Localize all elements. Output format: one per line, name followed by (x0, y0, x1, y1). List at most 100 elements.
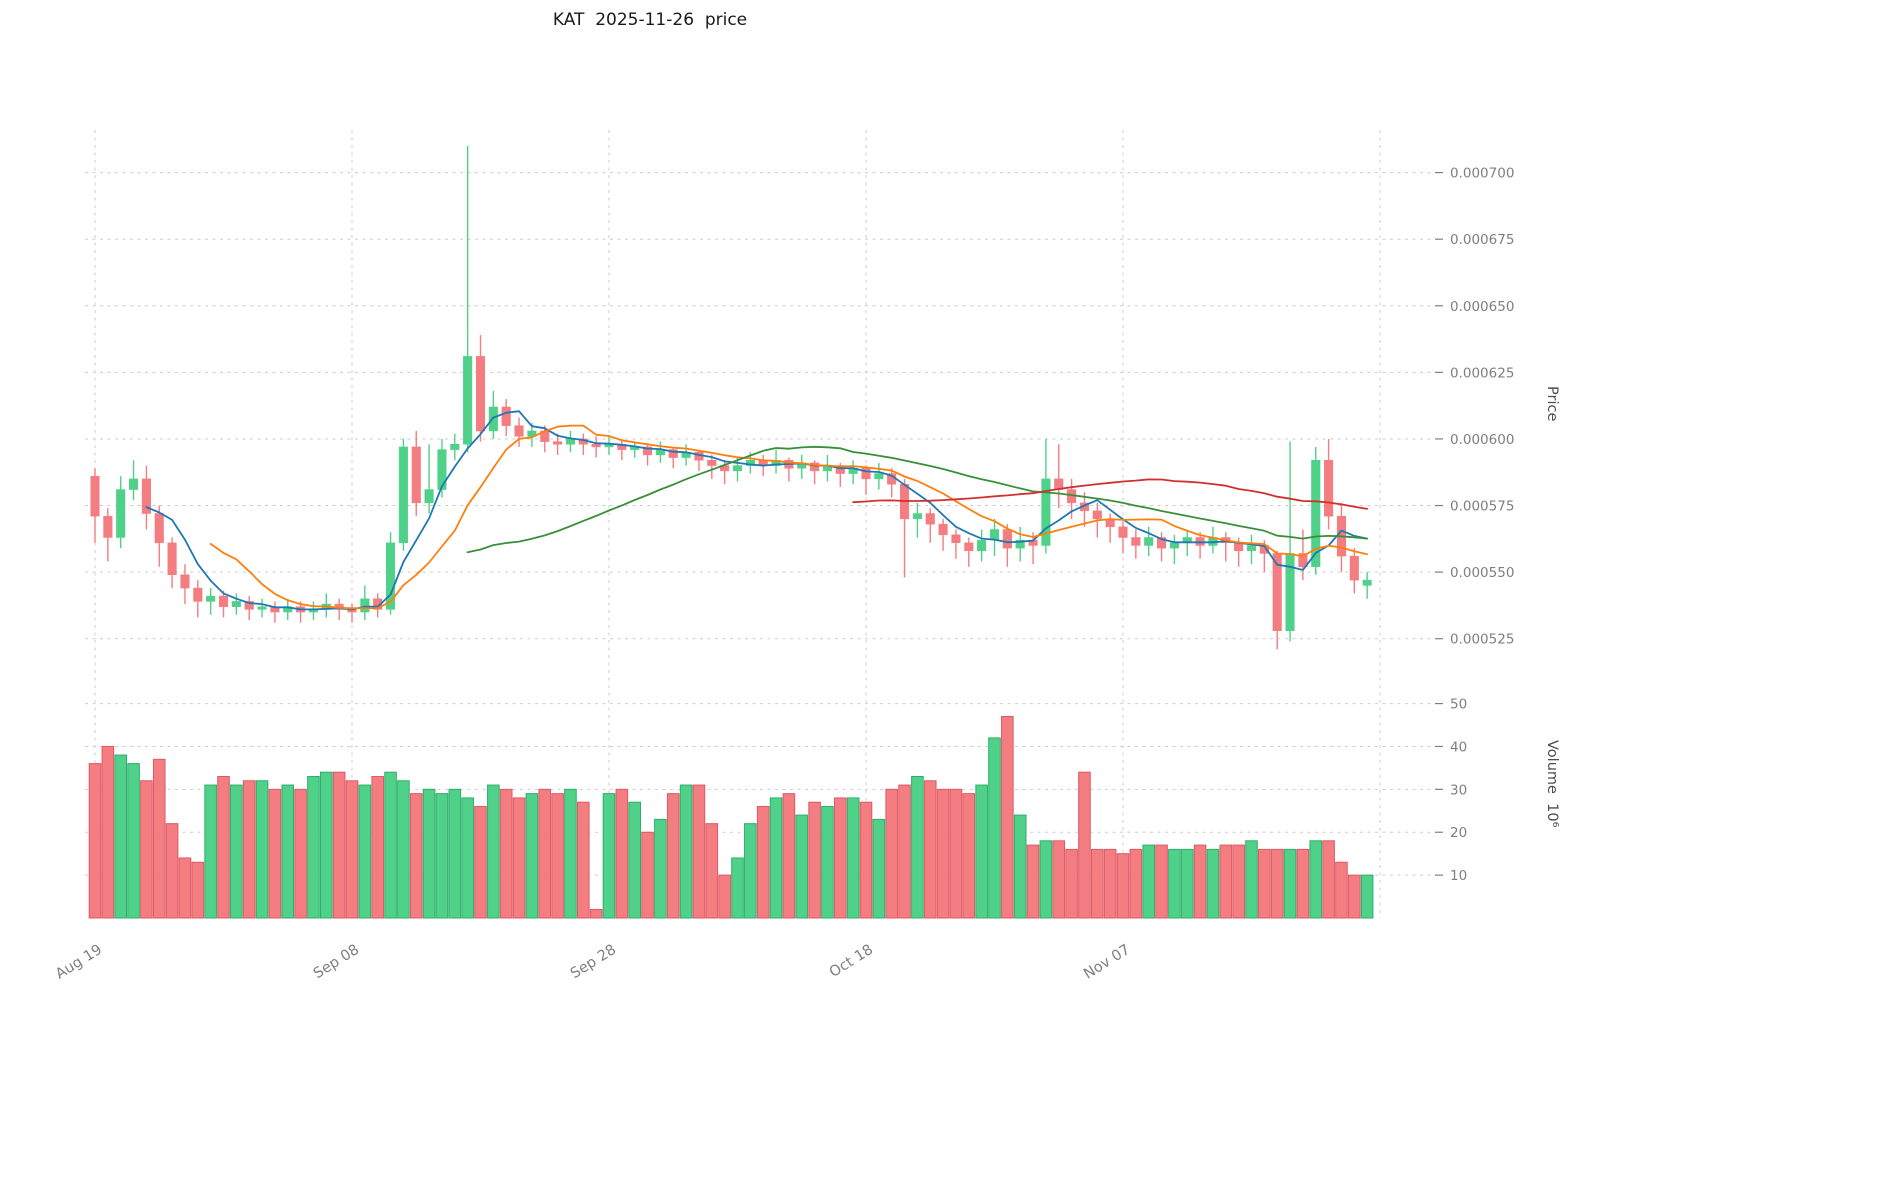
volume-bar (448, 788, 462, 919)
volume-bar (487, 784, 500, 919)
volume-bar (744, 823, 757, 919)
volume-bar (1129, 848, 1143, 919)
volume-bar (615, 788, 629, 919)
x-tick-label: Oct 18 (827, 942, 876, 981)
ma-line-SMA10 (209, 424, 1368, 610)
candle-body (925, 513, 935, 525)
candle-body (668, 449, 678, 458)
candle-body (360, 598, 370, 613)
volume-bar (165, 823, 179, 919)
volume-bar (756, 806, 770, 919)
candle-body (231, 601, 241, 607)
candle-body (1311, 460, 1321, 568)
volume-bar (1270, 848, 1284, 919)
volume-bar (294, 788, 307, 919)
candle-body (1118, 526, 1128, 538)
candle-body (1285, 553, 1295, 631)
volume-bar (178, 857, 192, 919)
candle-body (810, 462, 820, 472)
candle-body (732, 465, 743, 472)
volume-bar (975, 784, 988, 919)
volume-bar (731, 857, 744, 919)
volume-bar (1001, 715, 1014, 919)
candle-body (90, 475, 100, 517)
candle-body (475, 356, 486, 432)
ma-line-SMA60 (852, 478, 1368, 510)
candle-body (398, 446, 408, 544)
volume-bar (1348, 874, 1361, 919)
candle-body (1169, 542, 1179, 549)
volume-bar (1142, 844, 1156, 919)
volume-bar (397, 780, 410, 919)
price-tick-label: 0.000625 (1450, 365, 1514, 381)
volume-bar (114, 754, 128, 919)
candle-body (193, 587, 203, 602)
volume-bar (320, 771, 333, 919)
volume-bar (217, 775, 230, 919)
volume-bar (230, 784, 243, 919)
candle-body (1324, 460, 1334, 517)
volume-bar (461, 797, 474, 919)
x-tick-label: Sep 08 (311, 942, 362, 982)
volume-bar (371, 775, 384, 919)
candle-body (1131, 537, 1141, 546)
candles-layer (90, 145, 1372, 650)
volume-bar (1309, 840, 1323, 919)
volume-bar (923, 780, 937, 919)
volume-bar (885, 788, 899, 919)
volume-bar (358, 784, 372, 919)
volume-bar (88, 763, 102, 919)
candle-body (707, 460, 717, 466)
volume-bar (705, 823, 719, 919)
volume-bar (1245, 840, 1258, 919)
candle-body (437, 449, 447, 490)
x-tick-label: Sep 28 (568, 942, 619, 982)
candle-body (244, 601, 254, 610)
candle-body (1349, 555, 1359, 581)
ma-line-SMA30 (466, 445, 1368, 554)
candle-body (977, 539, 987, 552)
volume-bar (808, 801, 821, 919)
volume-bar (1013, 814, 1027, 919)
volume-bar (577, 801, 590, 919)
price-tick-label: 0.000575 (1450, 499, 1514, 515)
volume-bar (666, 793, 680, 919)
volume-bar (332, 771, 346, 919)
volume-bar (551, 793, 564, 919)
volume-bar (191, 861, 205, 919)
candle-body (167, 542, 177, 576)
candle-body (1246, 545, 1257, 552)
candle-body (1362, 579, 1372, 586)
candle-body (565, 438, 576, 445)
volume-bar (988, 737, 1001, 919)
candle-body (129, 478, 139, 490)
price-tick-label: 0.000550 (1450, 565, 1514, 581)
volume-bar (821, 806, 834, 919)
candle-body (643, 446, 653, 456)
candle-body (424, 489, 434, 504)
volume-bar (474, 806, 487, 919)
candle-body (411, 446, 421, 504)
volume-bar (525, 793, 539, 919)
volume-bar (1206, 848, 1220, 919)
volume-bar (1335, 861, 1348, 919)
candle-body (964, 542, 974, 552)
candle-body (206, 595, 216, 602)
volume-bar (242, 780, 256, 919)
volume-bar (718, 874, 731, 919)
volume-bar (268, 788, 282, 919)
candle-body (373, 598, 383, 610)
volume-bar (1296, 848, 1310, 919)
volume-bar (1091, 848, 1104, 919)
volume-bar (127, 763, 140, 919)
volume-bar (307, 775, 320, 919)
candle-body (218, 595, 229, 607)
volume-bar (898, 784, 911, 919)
price-tick-label: 0.000700 (1450, 166, 1514, 182)
volume-bar (1103, 848, 1117, 919)
volume-bar (140, 780, 153, 919)
volume-bar (782, 793, 796, 919)
volume-bar (846, 797, 860, 919)
candle-body (1298, 553, 1308, 568)
